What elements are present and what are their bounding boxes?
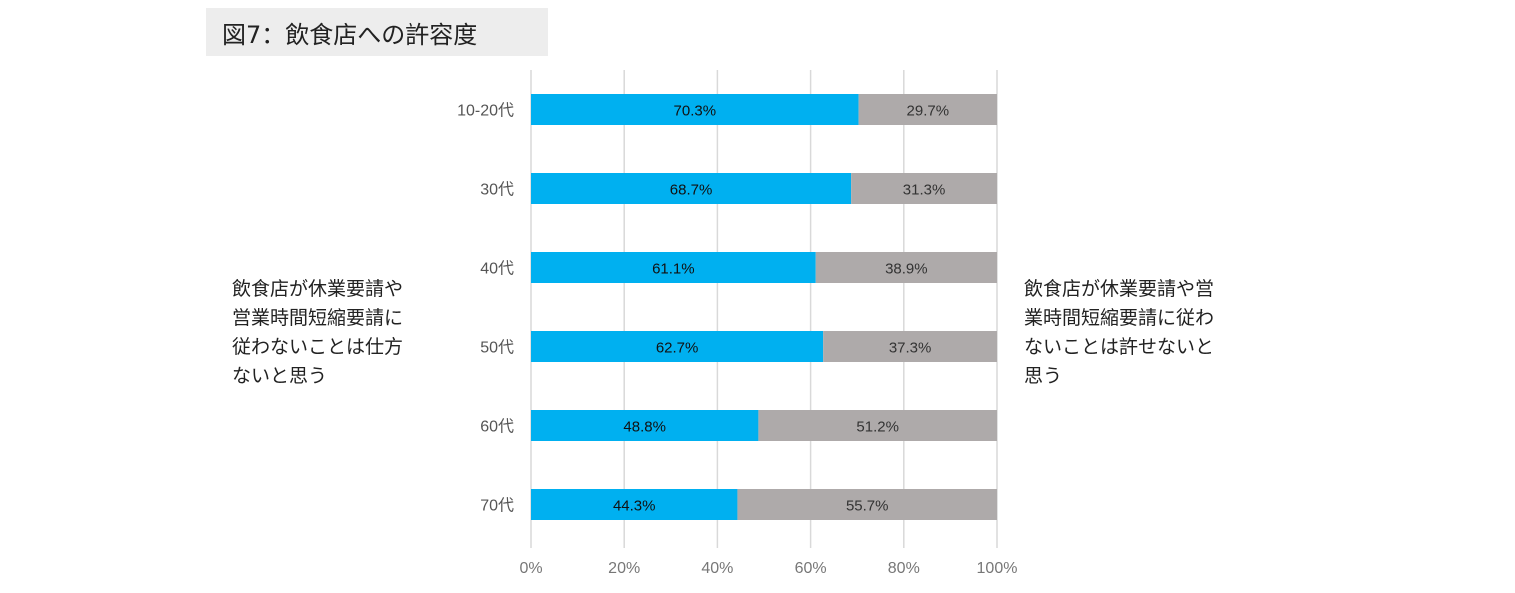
bar-segment	[531, 252, 816, 283]
chart-title: 図7：飲食店への許容度	[206, 8, 548, 56]
category-label: 10-20代	[457, 102, 514, 120]
data-label: 38.9%	[885, 261, 928, 278]
bar-segment	[531, 489, 738, 520]
x-tick-label: 40%	[701, 560, 733, 577]
bar-segment	[851, 173, 997, 204]
bar-segment	[737, 489, 997, 520]
bar-segment	[823, 331, 997, 362]
data-label: 61.1%	[652, 261, 695, 278]
data-label: 31.3%	[903, 182, 946, 199]
bar-segment	[858, 94, 997, 125]
x-tick-label: 100%	[977, 560, 1018, 577]
category-label: 40代	[480, 260, 514, 278]
category-label: 50代	[480, 339, 514, 357]
data-label: 55.7%	[846, 498, 889, 515]
data-label: 48.8%	[623, 419, 666, 436]
data-label: 62.7%	[656, 340, 699, 357]
bar-segment	[531, 94, 859, 125]
bar-segment	[531, 331, 824, 362]
left-annotation: 飲食店が休業要請や 営業時間短縮要請に 従わないことは仕方 ないと思う	[232, 278, 404, 387]
x-tick-label: 80%	[888, 560, 920, 577]
category-label: 70代	[480, 497, 514, 515]
data-label: 29.7%	[907, 103, 950, 120]
category-label: 30代	[480, 181, 514, 199]
data-label: 51.2%	[856, 419, 899, 436]
data-label: 68.7%	[670, 182, 713, 199]
x-tick-label: 60%	[795, 560, 827, 577]
x-tick-label: 20%	[608, 560, 640, 577]
bar-segment	[531, 173, 852, 204]
data-label: 70.3%	[674, 103, 717, 120]
bar-segment	[531, 410, 759, 441]
category-label: 60代	[480, 418, 514, 436]
x-tick-label: 0%	[519, 560, 542, 577]
data-label: 44.3%	[613, 498, 656, 515]
bar-segment	[758, 410, 997, 441]
data-label: 37.3%	[889, 340, 932, 357]
right-annotation: 飲食店が休業要請や営 業時間短縮要請に従わ ないことは許せないと 思う	[1024, 278, 1215, 387]
bar-segment	[815, 252, 997, 283]
